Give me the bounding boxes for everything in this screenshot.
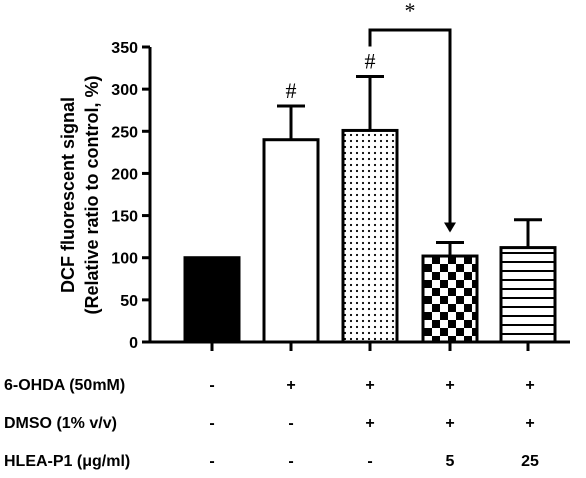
y-tick-label: 50 <box>120 293 138 310</box>
y-tick-label: 150 <box>111 209 138 226</box>
condition-cell: + <box>525 377 534 394</box>
condition-cell: + <box>445 377 454 394</box>
condition-cell: - <box>209 415 214 432</box>
condition-cell: - <box>288 453 293 470</box>
y-axis-label-line2: (Relative ratio to control, %) <box>82 75 102 314</box>
significance-hash: # <box>365 49 376 74</box>
condition-label: 6-OHDA (50mM) <box>4 377 125 394</box>
condition-cell: - <box>367 453 372 470</box>
bracket-line <box>368 28 452 231</box>
bar-annotations: ## <box>286 49 376 104</box>
condition-label: HLEA-P1 (μg/ml) <box>4 453 130 470</box>
y-tick-label: 200 <box>111 166 138 183</box>
condition-table: 6-OHDA (50mM) - + + + + DMSO (1% v/v) - - + + + HLEA… <box>4 377 539 470</box>
error-bars <box>277 75 542 257</box>
significance-star: * <box>405 0 416 23</box>
condition-cell: 25 <box>521 453 539 470</box>
significance-hash: # <box>286 78 297 103</box>
condition-cell: - <box>209 377 214 394</box>
significance-bracket: * <box>368 0 456 233</box>
y-tick-label: 300 <box>111 82 138 99</box>
condition-cell: + <box>445 415 454 432</box>
bars <box>183 128 557 344</box>
y-axis-title: DCF fluorescent signal (Relative ratio t… <box>58 75 102 314</box>
bracket-arrowhead <box>444 222 456 233</box>
bar <box>341 128 399 344</box>
bar <box>262 138 320 344</box>
condition-label: DMSO (1% v/v) <box>4 415 117 432</box>
condition-cell: + <box>365 377 374 394</box>
bar <box>421 254 479 344</box>
bar <box>183 256 241 344</box>
condition-cell: 5 <box>446 453 455 470</box>
y-axis-label-line1: DCF fluorescent signal <box>58 97 78 293</box>
y-tick-label: 250 <box>111 124 138 141</box>
bar <box>499 246 557 344</box>
y-tick-label: 100 <box>111 251 138 268</box>
y-tick-label: 0 <box>129 335 138 352</box>
condition-cell: - <box>209 453 214 470</box>
condition-cell: - <box>288 415 293 432</box>
condition-cell: + <box>525 415 534 432</box>
y-tick-label: 350 <box>111 40 138 57</box>
condition-cell: + <box>286 377 295 394</box>
condition-cell: + <box>365 415 374 432</box>
